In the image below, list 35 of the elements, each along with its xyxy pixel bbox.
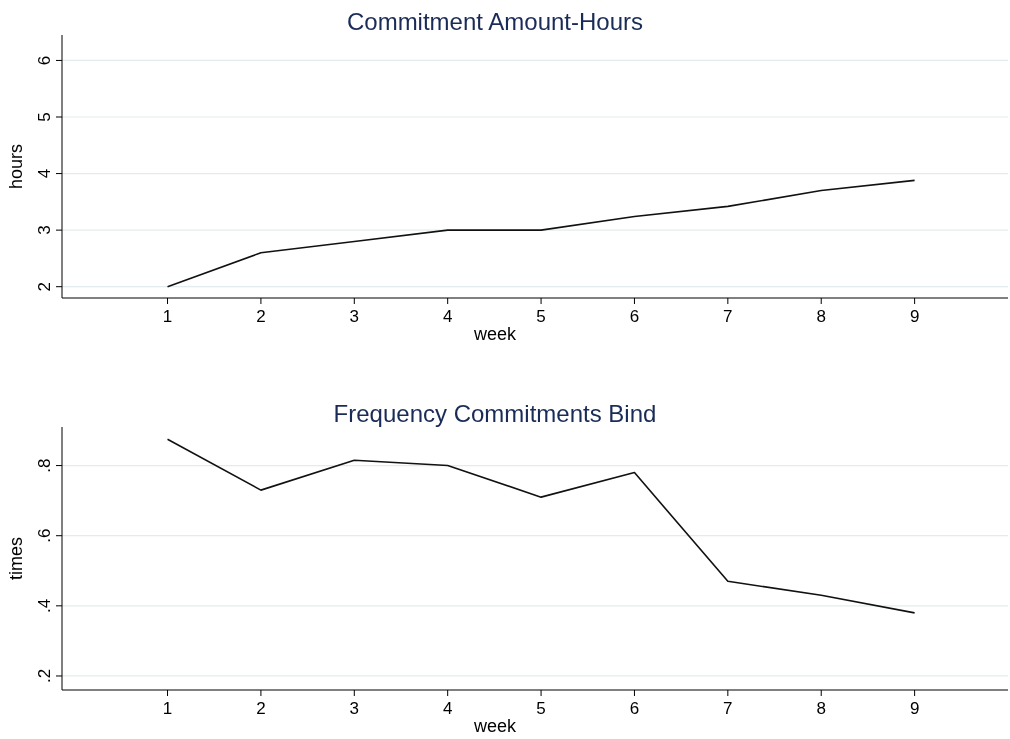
x-tick-label: 4 [442,307,453,326]
x-tick-label: 3 [349,307,360,326]
chart-title: Frequency Commitments Bind [333,400,657,427]
y-tick-label: .4 [35,598,54,613]
x-tick-label: 7 [723,699,733,718]
x-tick-label: 4 [442,699,453,718]
x-tick-label: 7 [723,307,733,326]
y-tick-label: 6 [35,55,54,66]
x-tick-label: 3 [349,699,360,718]
y-axis-title: times [6,536,26,581]
x-tick-label: 9 [909,307,920,326]
x-tick-label: 8 [816,307,826,326]
x-axis-title: week [472,324,517,344]
line-series [166,438,916,614]
y-tick-label: 5 [35,112,54,122]
x-tick-label: 1 [162,307,173,326]
y-tick-label: 4 [35,168,54,179]
line-series [166,179,916,288]
y-tick-label: .8 [35,458,54,473]
chart-title: Commitment Amount-Hours [346,8,644,35]
y-tick-label: .2 [35,668,54,684]
x-tick-label: 2 [256,307,266,326]
y-tick-label: 2 [35,281,54,292]
x-tick-label: 2 [256,699,266,718]
x-tick-label: 6 [629,699,640,718]
x-tick-label: 5 [536,699,546,718]
y-tick-label: 3 [35,225,54,235]
x-tick-label: 6 [629,307,640,326]
x-tick-label: 8 [816,699,826,718]
y-tick-label: .6 [35,528,54,543]
y-axis-title: hours [6,143,26,190]
x-tick-label: 1 [162,699,173,718]
x-tick-label: 5 [536,307,546,326]
x-axis-title: week [472,716,517,736]
x-tick-label: 9 [909,699,920,718]
